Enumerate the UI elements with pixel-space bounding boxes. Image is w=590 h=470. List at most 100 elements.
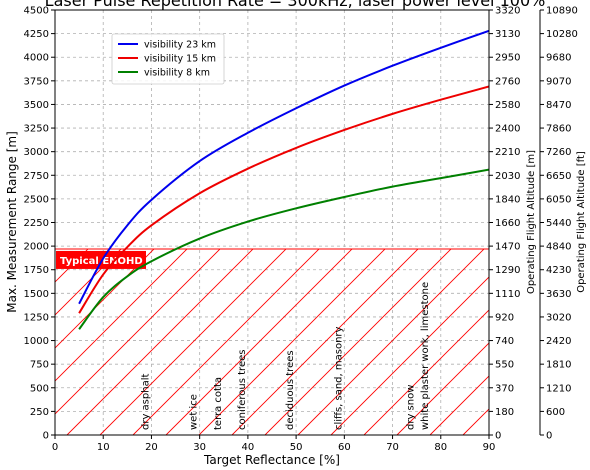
y-axis-left: 0 250 500 750 1000 1250 1500 1750 2000 2250 2500 27… [24, 6, 55, 442]
y3-tick-label: 7860 [546, 124, 571, 135]
hatch-line [55, 248, 221, 415]
y2-tick-label: 2760 [495, 76, 520, 87]
y3-tick-label: 7260 [546, 147, 571, 158]
hatch-line [0, 0, 131, 435]
y3-tick-label: 5440 [546, 218, 571, 229]
y2-tick-label: 550 [495, 360, 514, 371]
x-tick-label: 80 [434, 442, 447, 453]
y-tick-label: 1000 [24, 336, 49, 347]
y-tick-label: 4250 [24, 29, 49, 40]
legend-entry: visibility 15 km [144, 54, 216, 65]
y3-tick-label: 600 [546, 407, 565, 418]
x-axis: 0 10 20 30 40 50 60 70 80 90 [52, 435, 496, 453]
hatch-line [198, 248, 386, 435]
y-tick-label: 1750 [24, 265, 49, 276]
x-tick-label: 20 [145, 442, 158, 453]
hatch-line [396, 342, 489, 435]
y-tick-label: 2500 [24, 194, 49, 205]
x-tick-label: 40 [242, 442, 255, 453]
x-tick-label: 70 [386, 442, 399, 453]
x-tick-label: 60 [338, 442, 351, 453]
x-tick-label: 50 [290, 442, 303, 453]
surface-labels: dry asphalt wet ice terra cotta coniferous … [140, 282, 431, 430]
x-axis-label: Target Reflectance [%] [203, 453, 340, 467]
surface-label: coniferous trees [237, 350, 248, 430]
y2-axis-label: Operating Flight Altitude [m] [526, 150, 537, 294]
hatch-line [231, 248, 419, 435]
y-tick-label: 4000 [24, 53, 49, 64]
y-axis-right-meters: 0 180 370 550 740 920 1110 1290 1470 1660 1840 2030… [489, 6, 520, 442]
surface-label: deciduous trees [285, 350, 296, 430]
surface-label: cliffs, sand, masonry [333, 326, 344, 430]
x-tick-label: 30 [193, 442, 206, 453]
legend-entry: visibility 8 km [144, 68, 210, 79]
series-lines [78, 29, 489, 330]
y3-tick-label: 8470 [546, 100, 571, 111]
y-tick-label: 1500 [24, 289, 49, 300]
y3-tick-label: 9680 [546, 53, 571, 64]
y2-tick-label: 1470 [495, 242, 520, 253]
y-tick-label: 1250 [24, 312, 49, 323]
series-line [78, 85, 489, 314]
hatch-line [363, 309, 489, 435]
y3-tick-label: 10890 [546, 6, 578, 17]
y2-tick-label: 2210 [495, 147, 520, 158]
series-line [78, 29, 489, 305]
hatch-line [66, 248, 254, 435]
surface-label: wet ice [189, 394, 200, 430]
y2-tick-label: 2950 [495, 53, 520, 64]
y2-tick-label: 370 [495, 383, 514, 394]
y2-tick-label: 2580 [495, 100, 520, 111]
x-tick-label: 0 [52, 442, 58, 453]
y-tick-label: 3000 [24, 147, 49, 158]
y3-axis-label: Operating Flight Altitude [ft] [576, 151, 587, 293]
y3-tick-label: 2420 [546, 336, 571, 347]
surface-label: dry asphalt [140, 374, 151, 430]
y2-tick-label: 2400 [495, 124, 520, 135]
y2-tick-label: 1840 [495, 194, 520, 205]
legend: visibility 23 km visibility 15 km visibili… [111, 33, 225, 85]
y-tick-label: 4500 [24, 6, 49, 17]
chart-title: Laser Pulse Repetition Rate = 300kHz, la… [45, 0, 546, 10]
x-tick-label: 90 [483, 442, 496, 453]
y-axis-label: Max. Measurement Range [m] [5, 131, 19, 313]
legend-box [111, 33, 225, 85]
y3-tick-label: 4840 [546, 242, 571, 253]
y2-tick-label: 0 [495, 431, 501, 442]
y3-tick-label: 3630 [546, 289, 571, 300]
enohd-badge [56, 250, 146, 269]
y-tick-label: 250 [30, 407, 49, 418]
y-axis-right-feet: 0 600 1210 1810 2420 3020 3630 4230 4840 5440 6050… [539, 6, 578, 442]
y3-tick-label: 0 [546, 431, 552, 442]
y2-tick-label: 180 [495, 407, 514, 418]
y3-tick-label: 9070 [546, 76, 571, 87]
y2-tick-label: 920 [495, 312, 514, 323]
hatch-line [297, 248, 485, 435]
y-tick-label: 3750 [24, 76, 49, 87]
x-tick-label: 10 [97, 442, 110, 453]
surface-label: dry snow [406, 385, 417, 430]
y2-tick-label: 3130 [495, 29, 520, 40]
y-tick-label: 2750 [24, 171, 49, 182]
y-tick-label: 500 [30, 383, 49, 394]
y3-tick-label: 6650 [546, 171, 571, 182]
y3-tick-label: 6050 [546, 194, 571, 205]
y2-tick-label: 3320 [495, 6, 520, 17]
y2-tick-label: 1290 [495, 265, 520, 276]
y2-tick-label: 1660 [495, 218, 520, 229]
hatch-line [132, 248, 320, 435]
hatch-line [99, 248, 287, 435]
surface-label: terra cotta [213, 377, 224, 430]
hatch-line [55, 248, 188, 382]
y3-tick-label: 3020 [546, 312, 571, 323]
y3-tick-label: 4230 [546, 265, 571, 276]
series-line [78, 168, 489, 330]
y-tick-label: 0 [43, 431, 49, 442]
y2-tick-label: 2030 [495, 171, 520, 182]
y-tick-label: 3500 [24, 100, 49, 111]
hatch-line [264, 248, 452, 435]
legend-entry: visibility 23 km [144, 40, 216, 51]
hatch-line [330, 276, 489, 435]
hatch-lines [0, 0, 489, 435]
